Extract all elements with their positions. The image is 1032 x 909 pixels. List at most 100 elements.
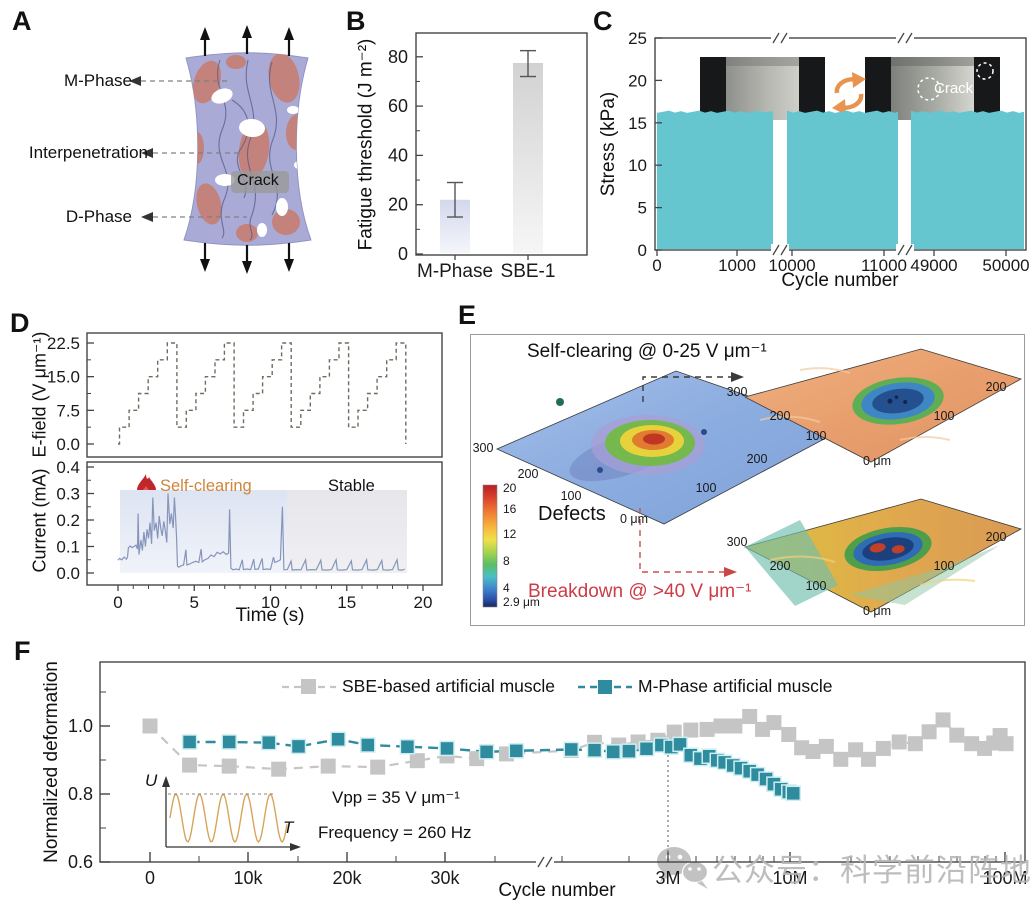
e-selfclearing-title: Self-clearing @ 0-25 V μm⁻¹ [527,341,767,362]
vpp-annotation: Vpp = 35 V μm⁻¹ [332,788,460,807]
e-surface-axis-label: 200 [770,559,791,573]
c-ytick-label: 5 [638,199,647,218]
f-axes [99,661,1026,863]
self-clearing-annotation: Self-clearing [160,477,252,495]
f-xtick-label: 3M [655,868,680,888]
f-sbe-point [818,738,834,754]
f-mphase-point [638,741,655,757]
f-sbe-point [683,722,699,738]
specimen-diagram [129,25,312,274]
f-sbe-point [271,761,287,777]
c-xtick-label: 49000 [910,256,957,275]
connector-breakdown [639,508,737,577]
crack-circle [976,62,994,80]
axis-break-slash [537,856,545,868]
e-surface-axis-label: 0 μm [863,454,891,468]
f-sbe-point [833,751,849,767]
f-sbe-point [794,740,810,756]
f-mphase-point [478,744,495,760]
axis-break-slash [772,32,780,44]
f-mphase-point [586,742,603,758]
b-axes [415,32,588,256]
d-ytick-label: 0.0 [56,435,80,454]
d-stable-region [287,490,407,573]
b-ytick-label: 80 [388,47,408,67]
wechat-icon [657,847,709,889]
d-xtick-label: 20 [414,593,433,612]
b-bar [513,62,543,254]
d-ytick-label: 15.0 [47,368,80,387]
breakdown-label: Breakdown @ >40 V μm⁻¹ [528,581,752,602]
crack-label: Crack [237,172,279,189]
f-mphase-point [508,743,525,759]
crack-circle [917,77,941,101]
c-ytick-label: 0 [638,241,647,260]
c-xtick-label: 10000 [768,256,815,275]
e-surface-axis-label: 100 [561,489,582,503]
axis-break-slash [772,244,780,256]
d-xtick-label: 5 [190,593,199,612]
f-sbe-point [742,708,758,724]
interpenetration-label: Interpenetration [28,143,148,162]
legend-mphase-label: M-Phase artificial muscle [638,676,833,696]
c-ytick-label: 10 [628,156,647,175]
f-sbe-point [875,740,891,756]
annotation-arrowheads [129,76,153,222]
f-sbe-point [727,718,743,734]
connector-selfclearing [642,372,744,402]
d-xtick-label: 0 [113,593,122,612]
f-sbe-point [907,736,923,752]
e-colorbar-tick-label: 8 [503,554,510,568]
f-mphase-point [621,743,637,759]
b-y-axis-title: Fatigue threshold (J m⁻²) [355,38,377,251]
f-mphase-point [181,734,198,750]
f-mphase-point [439,740,455,757]
e-surface-axis-label: 0 μm [620,512,648,526]
d-ytick-label: 0.1 [56,538,80,557]
surface-plot-defects [496,370,844,525]
f-sbe-point [805,744,821,759]
f-xtick-label: 0 [145,868,155,888]
d-efield-trace [118,342,407,445]
panel-e-letter: E [458,300,477,330]
c-axes [654,37,1027,251]
f-mphase-point [785,785,802,802]
f-sbe-point [221,758,237,774]
axis-break-slash [897,32,905,44]
voltage-inset [162,776,301,851]
d-ytick-label: 7.5 [56,401,80,420]
f-mphase-point [563,741,580,758]
sine-wave [169,792,288,844]
e-surface-axis-label: 100 [934,559,955,573]
axis-break-slash [905,32,913,44]
c-stress-area [911,110,1024,250]
d-ytick-label: 0.0 [56,564,80,583]
f-sbe-point [409,753,425,769]
m-phase-label: M-Phase [63,71,132,90]
e-colorbar-tick-label: 2.9 μm [503,595,540,609]
panel-b-letter: B [346,6,366,36]
axis-break-slash [545,856,553,868]
sample-photos-inset [700,57,1000,120]
f-sbe-point [699,721,715,737]
b-ytick-label: 0 [398,244,408,264]
f-sbe-point [370,759,386,775]
e-colorbar-tick-label: 12 [503,527,517,541]
e-surface-axis-label: 100 [934,409,955,423]
f-sbe-point [755,721,771,737]
d-x-axis-title: Time (s) [235,605,305,626]
e-colorbar-tick-label: 16 [503,502,517,516]
f-sbe-point [713,718,729,734]
e-colorbar-tick-label: 4 [503,581,510,595]
axis-break-slash [780,244,788,256]
f-sbe-point [998,736,1014,752]
f-x-axis-title: Cycle number [498,880,616,901]
e-surface-axis-label: 100 [696,481,717,495]
f-sbe-point [781,727,797,742]
c-stress-area [657,110,773,250]
defects-label: Defects [538,503,606,525]
c-x-axis-title: Cycle number [781,270,899,291]
